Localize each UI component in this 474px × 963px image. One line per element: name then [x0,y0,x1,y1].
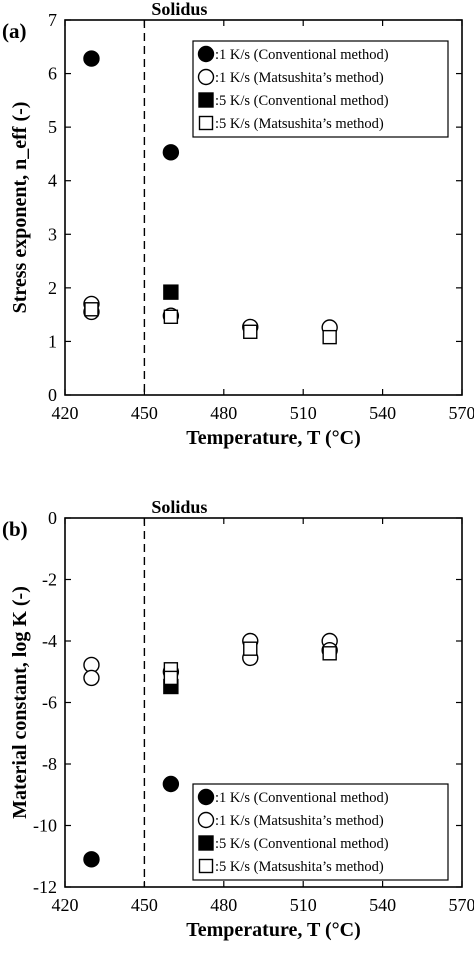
y-tick-label: 2 [48,278,57,298]
y-tick-label: 1 [48,331,57,351]
solidus-label: Solidus [151,497,207,517]
legend-box [192,40,449,138]
x-tick-label: 420 [52,403,79,423]
x-tick-label: 510 [290,895,317,915]
y-tick-label: -2 [42,570,57,590]
y-tick-label: -8 [42,754,57,774]
x-axis-label: Temperature, T (°C) [186,919,360,941]
series-open-circle [83,632,338,687]
x-tick-label: 570 [449,895,474,915]
panel-b: 420 450 480 510 540 570 0 -2 -4 -6 -8 -10 -12 Solidus… [2,497,474,941]
y-tick-label: 0 [48,385,57,405]
legend-entry: :1 K/s (Conventional method) [215,47,389,63]
legend-marker [197,811,215,829]
data-point [243,641,258,656]
data-point [162,144,180,161]
series-filled-circle [83,775,180,868]
data-point [243,324,258,339]
legend-marker [198,92,214,108]
y-tick-label: 4 [48,171,57,191]
x-tick-label: 480 [210,403,237,423]
legend-marker [197,788,215,806]
legend-marker [198,115,214,131]
x-tick-label: 420 [52,895,79,915]
y-tick-label: -6 [42,693,57,713]
legend-marker [198,858,214,874]
legend-entry: :1 K/s (Matsushita’s method) [215,813,384,829]
y-tick-label: 7 [48,10,57,30]
series-open-square [84,302,337,345]
y-tick-label: -10 [33,816,57,836]
data-point [322,329,337,345]
y-tick-label: 3 [48,224,57,244]
y-axis-label: Stress exponent, n_eff (-) [9,102,31,314]
data-point [83,669,100,687]
legend-entry: :5 K/s (Conventional method) [215,93,389,109]
series-filled-circle [83,50,180,161]
panel-label: (b) [2,517,28,541]
plot-frame [64,19,463,396]
legend-marker [198,835,214,851]
series-filled-square [163,284,179,300]
x-tick-label: 570 [449,403,474,423]
data-point [163,670,179,686]
legend-box [192,783,449,881]
legend-marker [197,45,215,63]
data-point [162,775,180,793]
series-open-circle [83,295,338,336]
panel-a: 420 450 480 510 540 570 0 1 2 3 4 5 6 7 Solidus (a) Temp… [2,0,474,449]
x-axis-label: Temperature, T (°C) [186,427,360,449]
x-tick-label: 450 [131,895,158,915]
series-open-square [163,641,337,686]
x-tick-label: 540 [369,403,396,423]
legend: :1 K/s (Conventional method) :1 K/s (Mats… [192,783,449,881]
data-point [322,646,337,661]
solidus-label: Solidus [151,0,207,19]
legend: :1 K/s (Conventional method) :1 K/s (Mats… [192,40,449,138]
x-tick-label: 480 [210,895,237,915]
x-tick-label: 540 [369,895,396,915]
data-point [163,309,179,324]
x-tick-label: 510 [290,403,317,423]
legend-entry: :5 K/s (Matsushita’s method) [215,859,384,875]
plot-frame [64,517,463,888]
data-point [84,302,99,317]
y-tick-label: 6 [48,64,57,84]
legend-entry: :5 K/s (Matsushita’s method) [215,116,384,132]
data-point [83,851,100,868]
y-tick-label: -4 [42,631,57,651]
y-tick-label: 0 [48,508,57,528]
legend-entry: :1 K/s (Matsushita’s method) [215,70,384,86]
y-tick-label: 5 [48,117,57,137]
legend-entry: :5 K/s (Conventional method) [215,836,389,852]
y-axis-label: Material constant, log K (-) [9,586,31,819]
data-point [163,284,179,300]
legend-marker [197,68,215,86]
x-tick-label: 450 [131,403,158,423]
legend-entry: :1 K/s (Conventional method) [215,790,389,806]
data-point [83,50,100,67]
y-tick-label: -12 [33,877,57,897]
panel-label: (a) [2,19,27,43]
